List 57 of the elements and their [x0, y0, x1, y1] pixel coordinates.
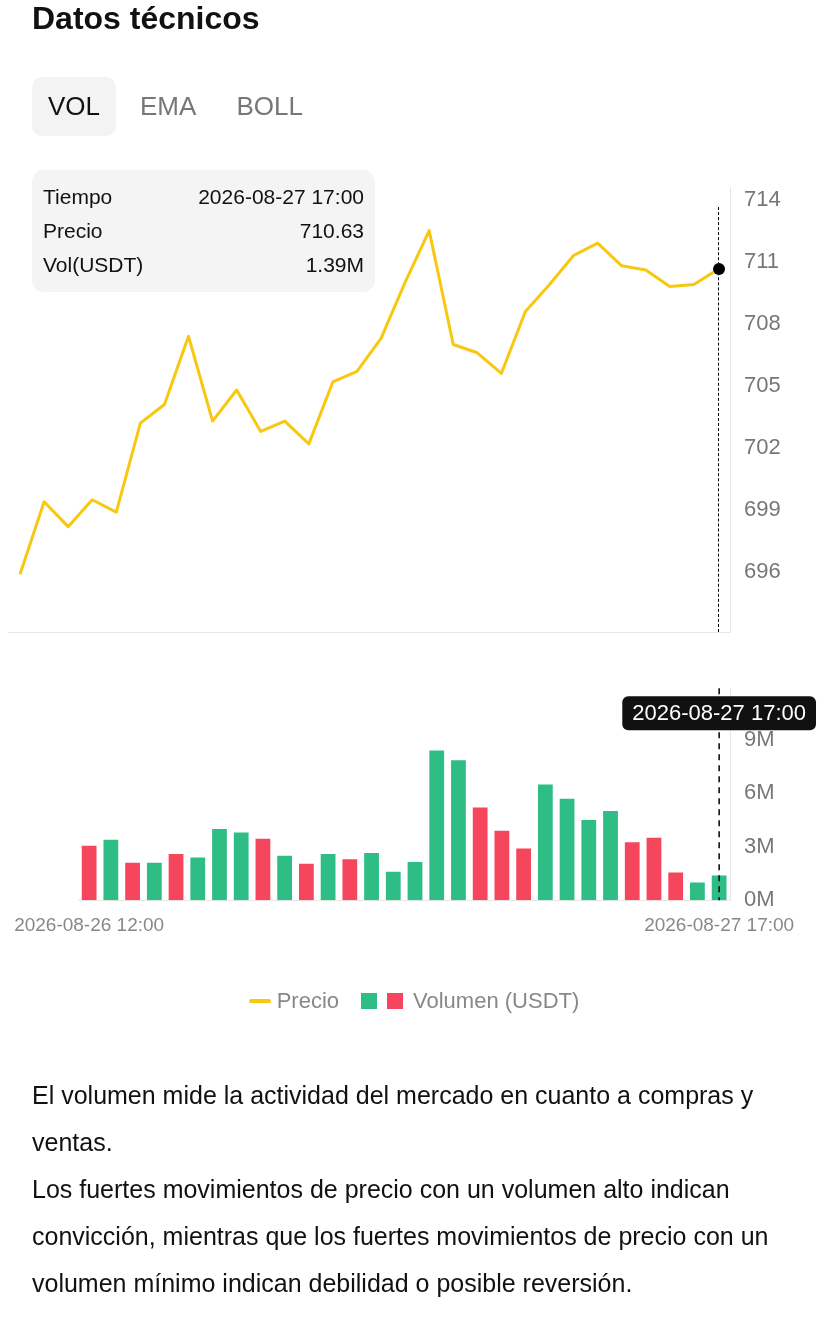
- bar: [233, 832, 249, 901]
- y-tick-label: 705: [744, 371, 781, 397]
- bar: [190, 857, 206, 901]
- bar: [494, 830, 510, 901]
- y-tick-label: 696: [744, 558, 781, 584]
- chart-title: Datos técnicos: [32, 0, 260, 37]
- bar: [646, 837, 662, 901]
- y-tick-label: 0M: [744, 886, 775, 912]
- y-tick-label: 9M: [744, 725, 775, 751]
- annotation: Precio: [43, 218, 103, 244]
- y-tick-label: 711: [744, 247, 780, 273]
- y-tick-label: 702: [744, 434, 781, 460]
- bar: [603, 811, 618, 901]
- annotation: 710.63: [299, 218, 364, 244]
- bar: [516, 848, 532, 901]
- bar: [711, 875, 727, 901]
- bar: [342, 859, 358, 901]
- bar: [320, 853, 336, 901]
- bar: [581, 820, 597, 901]
- y-tick-label: 708: [744, 309, 781, 335]
- annotation: 2026-08-27 17:00: [198, 184, 364, 210]
- bar: [103, 839, 119, 901]
- text: Los fuertes movimientos de precio con un volumen alto indican convicción, mientras que los fuertes movimientos de precio con un volumen mínimo indican debilidad o posible reversión.: [32, 1174, 770, 1299]
- bar: [559, 798, 575, 901]
- bar: [472, 807, 488, 901]
- bar: [364, 852, 379, 901]
- bar: [624, 842, 640, 901]
- bar: [407, 861, 423, 901]
- text: El volumen mide la actividad del mercado en cuanto a compras y ventas.: [32, 1080, 755, 1158]
- x-tick-label: 2026-08-26 12:00: [14, 913, 165, 935]
- ref-line-label: 2026-08-27 17:00: [632, 700, 806, 726]
- y-tick-label: 3M: [744, 832, 775, 858]
- bar: [537, 784, 553, 901]
- bar: [81, 845, 97, 901]
- bar: [168, 853, 184, 901]
- y-tick-label: 699: [744, 496, 781, 522]
- bar: [690, 882, 705, 901]
- legend-label: Volumen (USDT): [413, 988, 580, 1014]
- text: EMA: [139, 90, 198, 123]
- bar: [277, 855, 293, 901]
- bar: [212, 828, 227, 901]
- bar: [299, 863, 314, 901]
- annotation: 1.39M: [305, 252, 364, 278]
- y-tick-label: 6M: [744, 779, 775, 805]
- annotation: Vol(USDT): [43, 252, 144, 278]
- bar: [255, 838, 271, 901]
- annotation: Tiempo: [43, 184, 113, 210]
- legend-label: Precio: [276, 988, 340, 1014]
- bar: [385, 871, 401, 901]
- bar: [429, 750, 445, 901]
- bar: [146, 862, 162, 901]
- bar: [668, 872, 684, 901]
- y-tick-label: 714: [744, 185, 781, 211]
- bar: [451, 760, 466, 901]
- text: BOLL: [235, 90, 304, 123]
- text: VOL: [32, 77, 117, 136]
- bar: [125, 862, 140, 901]
